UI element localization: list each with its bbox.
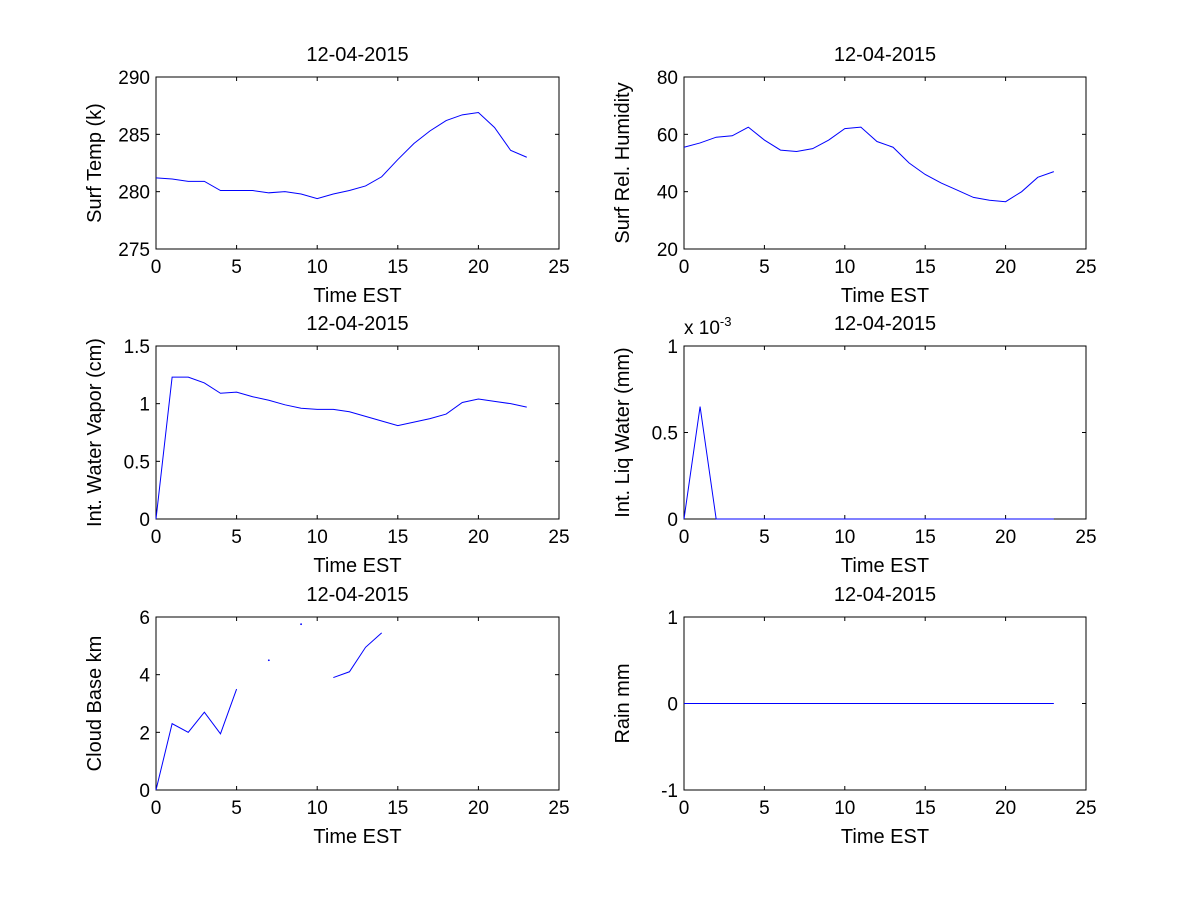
y-exponent-power: -3: [720, 314, 732, 329]
y-tick-label: 0.5: [652, 424, 678, 445]
x-tick-label: 10: [834, 257, 855, 278]
x-tick-label: 0: [151, 798, 162, 819]
y-tick-label: -1: [661, 781, 678, 802]
x-axis-label: Time EST: [841, 285, 929, 307]
x-axis-label: Time EST: [841, 555, 929, 577]
x-tick-label: 15: [387, 527, 408, 548]
y-tick-label: 4: [139, 666, 150, 687]
x-tick-label: 5: [759, 527, 770, 548]
plot-title: 12-04-2015: [306, 584, 408, 606]
x-tick-label: 20: [468, 798, 489, 819]
x-tick-label: 15: [387, 798, 408, 819]
x-tick-label: 25: [1075, 257, 1096, 278]
subplot-2: 0 5 10 15 20 25 20 40 60 80 12-04-2015 Time EST Surf…: [612, 44, 1097, 307]
y-axis-label: Surf Temp (k): [84, 103, 106, 223]
x-tick-label: 25: [548, 798, 569, 819]
series-line: [155, 112, 527, 200]
y-axis-label: Int. Water Vapor (cm): [84, 338, 106, 527]
y-tick-label: 80: [657, 68, 678, 89]
x-tick-label: 25: [548, 257, 569, 278]
x-tick-label: 0: [151, 527, 162, 548]
y-tick-label: 285: [118, 125, 150, 146]
plot-title: 12-04-2015: [834, 584, 936, 606]
x-tick-label: 20: [468, 257, 489, 278]
x-tick-label: 25: [1075, 798, 1096, 819]
y-tick-label: 290: [118, 68, 150, 89]
x-tick-label: 20: [995, 798, 1016, 819]
y-tick-label: 1: [139, 395, 150, 416]
x-tick-label: 0: [679, 257, 690, 278]
y-tick-label: 40: [657, 183, 678, 204]
y-axis-label: Cloud Base km: [84, 636, 106, 772]
subplot-1: 0 5 10 15 20 25 275 280 285 290 12-04-2015 Time EST…: [84, 44, 570, 307]
subplot-4: 0 5 10 15 20 25 0 0.5 1 12-04-2015 Time EST Int. Li…: [612, 313, 1097, 577]
y-tick-label: 0: [139, 781, 150, 802]
y-axis-label: Surf Rel. Humidity: [612, 82, 634, 243]
axes-frame: [155, 345, 560, 520]
series-line: [333, 632, 383, 679]
y-tick-label: 1: [667, 337, 678, 358]
x-tick-label: 10: [307, 527, 328, 548]
x-tick-label: 20: [995, 257, 1016, 278]
y-tick-label: 0.5: [124, 452, 150, 473]
x-tick-label: 0: [679, 527, 690, 548]
x-axis-label: Time EST: [313, 826, 401, 848]
x-axis-label: Time EST: [841, 826, 929, 848]
y-tick-label: 275: [118, 240, 150, 261]
x-tick-label: 15: [915, 798, 936, 819]
y-tick-label: 0: [139, 510, 150, 531]
x-tick-label: 10: [307, 798, 328, 819]
x-tick-label: 15: [915, 257, 936, 278]
plot-title: 12-04-2015: [306, 44, 408, 66]
x-tick-label: 0: [679, 798, 690, 819]
x-tick-label: 5: [231, 527, 242, 548]
x-tick-label: 20: [468, 527, 489, 548]
axes-frame: [155, 616, 560, 791]
y-tick-label: 2: [139, 723, 150, 744]
x-tick-label: 15: [915, 527, 936, 548]
x-tick-label: 25: [548, 527, 569, 548]
data-point-isolated: [267, 659, 270, 662]
y-axis-label: Rain mm: [612, 663, 634, 743]
x-tick-label: 5: [231, 798, 242, 819]
data-point-isolated: [300, 623, 302, 626]
x-tick-label: 5: [759, 257, 770, 278]
x-tick-label: 20: [995, 527, 1016, 548]
x-tick-label: 5: [231, 257, 242, 278]
plot-title: 12-04-2015: [306, 313, 408, 335]
y-tick-label: 1.5: [124, 337, 150, 358]
x-tick-label: 10: [834, 527, 855, 548]
x-tick-label: 10: [307, 257, 328, 278]
y-tick-label: 0: [667, 695, 678, 716]
subplot-3: 0 5 10 15 20 25 0 0.5 1 1.5 12-04-2015 Time EST Int.…: [84, 313, 570, 577]
plot-title: 12-04-2015: [834, 313, 936, 335]
x-tick-label: 25: [1075, 527, 1096, 548]
series-line: [155, 688, 238, 791]
axes-frame: [683, 76, 1087, 250]
series-line: [683, 126, 1055, 203]
y-tick-label: 20: [657, 240, 678, 261]
x-tick-label: 5: [759, 798, 770, 819]
y-tick-label: 60: [657, 125, 678, 146]
x-tick-label: 10: [834, 798, 855, 819]
series-line: [683, 406, 1054, 520]
series-line: [155, 376, 527, 520]
plot-title: 12-04-2015: [834, 44, 936, 66]
x-tick-label: 15: [387, 257, 408, 278]
y-tick-label: 1: [667, 608, 678, 629]
x-axis-label: Time EST: [313, 285, 401, 307]
y-tick-label: 0: [667, 510, 678, 531]
y-tick-label: 6: [139, 608, 150, 629]
y-tick-label: 280: [118, 183, 150, 204]
subplot-5: 0 5 10 15 20 25 0 2 4 6 12-04-2015 Time EST Cloud Ba…: [84, 584, 570, 848]
x-tick-label: 0: [151, 257, 162, 278]
axes-frame: [155, 76, 560, 250]
x-axis-label: Time EST: [313, 555, 401, 577]
y-axis-label: Int. Liq Water (mm): [612, 347, 634, 517]
